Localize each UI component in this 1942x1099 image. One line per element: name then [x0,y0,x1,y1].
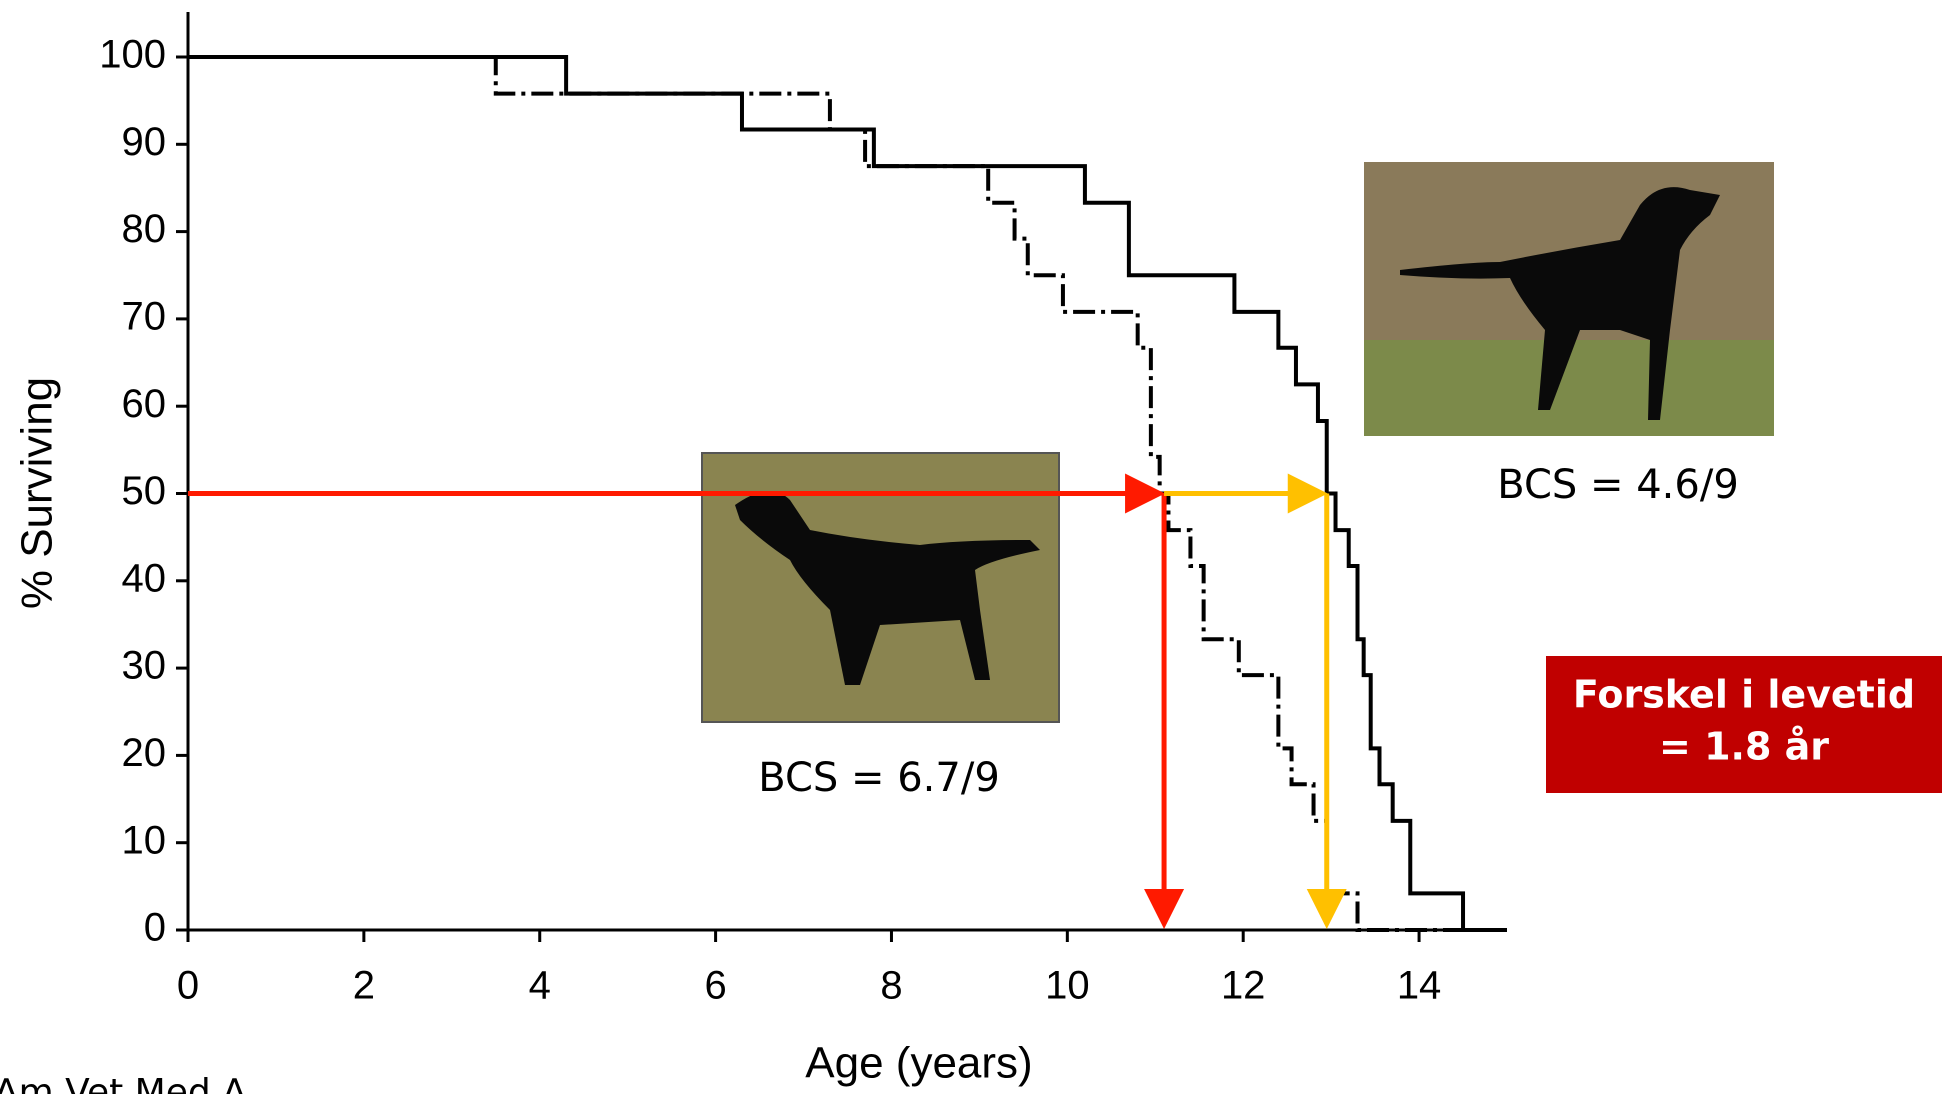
y-tick-label: 40 [122,556,167,600]
x-tick-label: 6 [704,964,726,1008]
photo-heavy-dog [701,452,1060,723]
y-tick-label: 20 [122,731,167,775]
y-tick-label: 60 [122,382,167,426]
y-tick-label: 100 [99,33,166,77]
y-tick-label: 80 [122,207,167,251]
x-tick-label: 8 [880,964,902,1008]
photo-lean-dog [1364,162,1774,436]
highlight-text: Forskel i levetid [1573,673,1915,717]
x-tick-label: 14 [1397,964,1442,1008]
y-tick-label: 0 [144,906,166,950]
x-axis-title: Age (years) [805,1039,1032,1088]
survival-curve [188,55,1507,932]
x-tick-label: 4 [529,964,551,1008]
x-tick-label: 2 [353,964,375,1008]
y-tick-label: 90 [122,120,167,164]
plot: 0 10 20 30 40 50 60 70 80 90 100 0 2 4 6 8 10 12 14 Age (ye… [13,12,1507,1088]
x-tick-label: 10 [1045,964,1090,1008]
highlight-text: = 1.8 år [1659,725,1829,769]
highlight-box [1546,656,1942,793]
x-tick-label: 12 [1221,964,1266,1008]
y-tick-label: 50 [122,469,167,513]
y-axis-title: % Surviving [13,377,62,609]
y-tick-label: 10 [122,818,167,862]
source: Am Vet Med A [0,1072,247,1094]
annotation: BCS = 4.6/9 [1497,462,1739,508]
y-tick-label: 30 [122,644,167,688]
x-tick-label: 0 [177,964,199,1008]
y-tick-label: 70 [122,294,167,338]
annotation: BCS = 6.7/9 [758,755,1000,801]
